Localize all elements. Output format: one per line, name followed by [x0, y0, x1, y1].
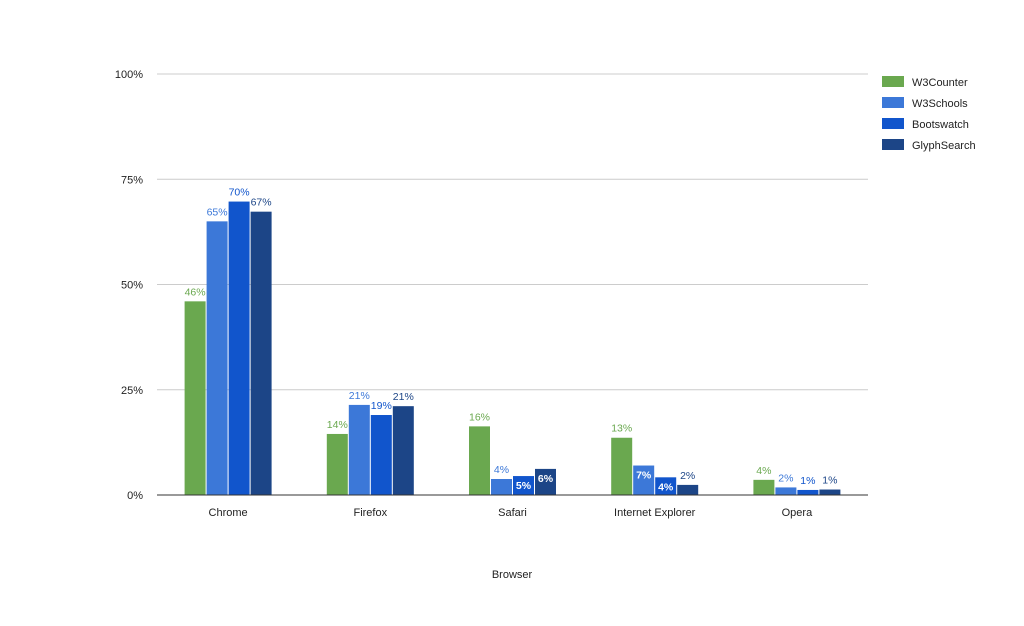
y-tick-label: 50%: [121, 280, 143, 292]
data-label: 65%: [207, 206, 228, 218]
data-label: 7%: [636, 470, 652, 482]
bar: [655, 477, 677, 495]
data-label: 6%: [538, 473, 554, 485]
data-label: 19%: [371, 400, 392, 412]
legend-swatch: [882, 76, 904, 87]
y-tick-label: 25%: [121, 385, 143, 397]
data-label: 70%: [229, 187, 250, 199]
y-axis-ticks: 0% 25% 50% 75% 100%: [115, 69, 143, 502]
data-label: 4%: [494, 464, 509, 476]
x-axis-ticks: Chrome Firefox Safari Internet Explorer Oper…: [209, 507, 814, 519]
data-label: 4%: [658, 481, 674, 493]
bar: [753, 479, 775, 495]
y-tick-label: 100%: [115, 69, 143, 81]
bar: [633, 465, 655, 495]
bar: [469, 426, 490, 495]
bar: [513, 476, 534, 495]
x-tick-label: Firefox: [353, 507, 387, 519]
bar: [326, 433, 348, 495]
data-label: 5%: [516, 480, 532, 492]
y-tick-label: 0%: [127, 490, 143, 502]
legend-swatch: [882, 97, 904, 108]
bar: [250, 211, 272, 496]
legend-swatch: [882, 118, 904, 129]
data-label: 16%: [469, 411, 490, 423]
legend-label: Bootswatch: [912, 119, 969, 131]
legend: W3Counter W3Schools Bootswatch GlyphSearch: [882, 76, 976, 152]
y-tick-label: 75%: [121, 174, 143, 186]
bar: [184, 301, 206, 495]
data-label: 21%: [349, 390, 370, 402]
legend-label: W3Schools: [912, 98, 968, 110]
data-label: 2%: [778, 472, 793, 484]
bar: [491, 479, 512, 495]
data-label: 1%: [822, 475, 837, 487]
data-label: 67%: [251, 197, 272, 209]
data-label: 4%: [756, 465, 771, 477]
legend-label: GlyphSearch: [912, 140, 976, 152]
data-label: 2%: [680, 470, 695, 482]
bar: [370, 415, 392, 495]
bar: [535, 468, 556, 495]
x-tick-label: Internet Explorer: [614, 507, 696, 519]
x-tick-label: Opera: [782, 507, 813, 519]
bar: [819, 489, 841, 495]
bar: [392, 406, 414, 495]
bar: [228, 201, 250, 496]
bar: [348, 404, 370, 495]
gridlines: [157, 73, 868, 391]
bars: [184, 201, 841, 496]
legend-swatch: [882, 139, 904, 150]
data-label: 21%: [393, 391, 414, 403]
x-tick-label: Safari: [498, 507, 527, 519]
data-labels: 46% 65%70%67% 14% 21%19%21% 16% 4% 5% 6% 13% 7% 4%…: [185, 187, 838, 494]
data-label: 1%: [800, 475, 815, 487]
bar: [797, 489, 819, 495]
data-label: 14%: [327, 419, 348, 431]
legend-label: W3Counter: [912, 77, 968, 89]
data-label: 46%: [185, 286, 206, 298]
x-axis-title: Browser: [492, 569, 533, 581]
x-tick-label: Chrome: [209, 507, 248, 519]
bar: [775, 487, 797, 495]
bar: [611, 437, 633, 495]
bar: [677, 484, 699, 495]
data-label: 13%: [611, 423, 632, 435]
bar: [206, 221, 228, 495]
